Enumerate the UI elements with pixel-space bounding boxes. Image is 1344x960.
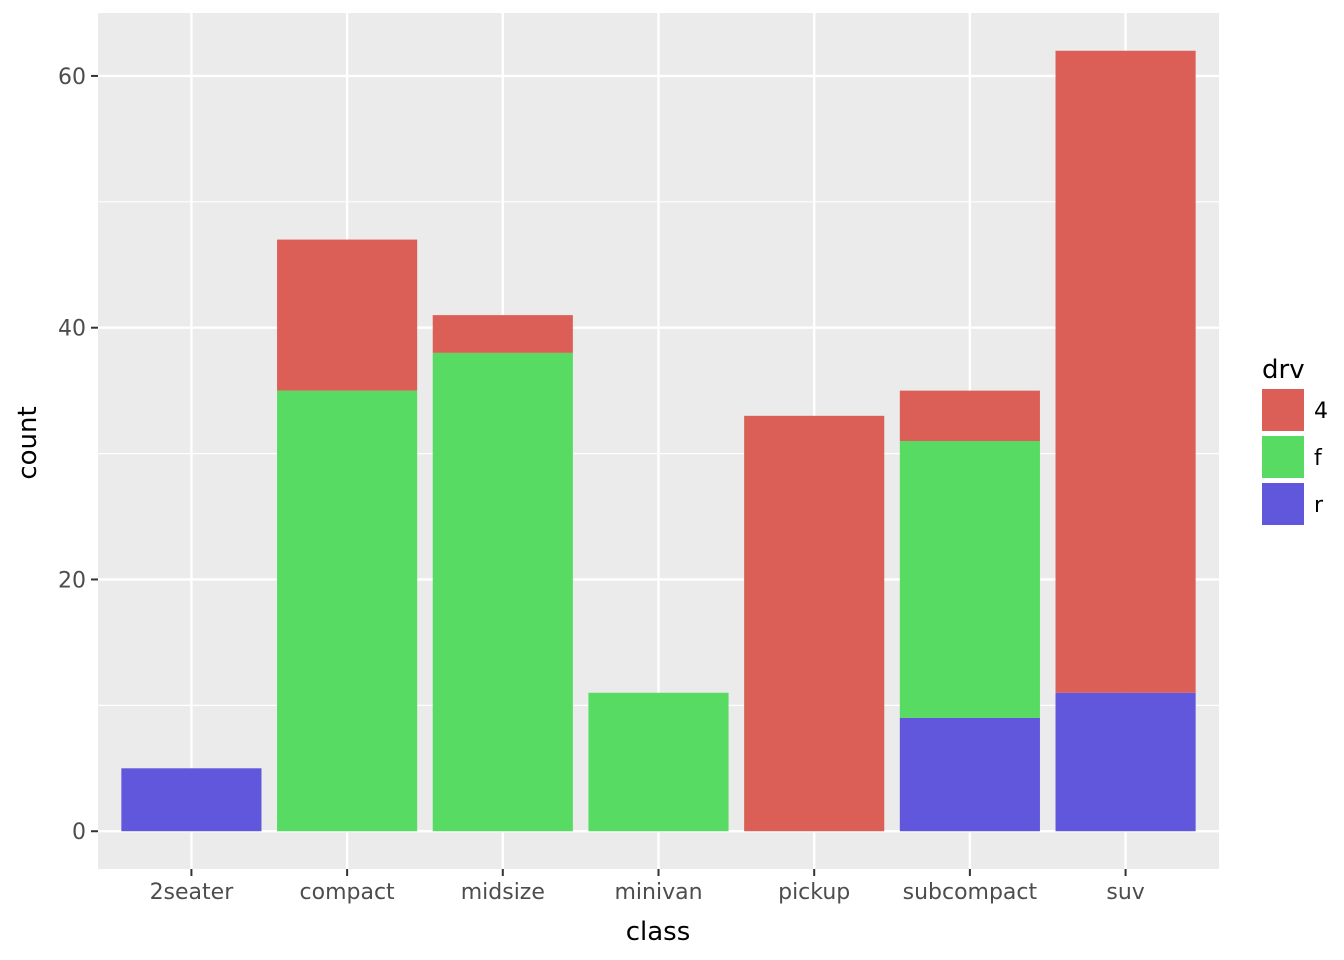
- bar-minivan-f: [588, 692, 729, 832]
- bar-pickup-4: [744, 415, 885, 832]
- x-tick-label: minivan: [614, 880, 702, 905]
- y-tick-label: 60: [58, 65, 86, 90]
- x-axis: 2seater compact midsize minivan pickup subcom…: [150, 869, 1145, 905]
- bar-subcompact-r: [899, 717, 1040, 832]
- bar-2seater-r: [121, 768, 262, 832]
- x-tick-label: midsize: [461, 880, 545, 905]
- y-tick-label: 20: [58, 568, 86, 593]
- y-tick-label: 40: [58, 317, 86, 342]
- legend-key-r: [1262, 483, 1304, 525]
- x-tick-label: compact: [300, 880, 396, 905]
- bar-suv-4: [1055, 50, 1196, 693]
- bar-midsize-4: [432, 315, 573, 353]
- x-tick-label: pickup: [778, 880, 850, 905]
- y-axis: 0 20 40 60: [58, 65, 98, 845]
- legend-key-f: [1262, 436, 1304, 478]
- legend-label-f: f: [1314, 446, 1323, 471]
- legend-label-4: 4: [1314, 399, 1328, 424]
- legend-key-4: [1262, 389, 1304, 431]
- x-axis-title: class: [626, 917, 691, 947]
- legend-label-r: r: [1314, 493, 1324, 518]
- bar-subcompact-4: [899, 390, 1040, 441]
- bar-midsize-f: [432, 352, 573, 832]
- x-tick-label: suv: [1106, 880, 1144, 905]
- bar-subcompact-f: [899, 441, 1040, 718]
- legend-title: drv: [1262, 355, 1305, 385]
- legend: drv 4 fr: [1262, 355, 1328, 525]
- x-tick-label: subcompact: [903, 880, 1038, 905]
- bar-suv-r: [1055, 692, 1196, 832]
- x-tick-label: 2seater: [150, 880, 235, 905]
- y-tick-label: 0: [72, 820, 86, 845]
- bar-compact-f: [277, 390, 418, 832]
- bars: [121, 50, 1196, 832]
- bar-compact-4: [277, 239, 418, 391]
- y-axis-title: count: [13, 406, 43, 479]
